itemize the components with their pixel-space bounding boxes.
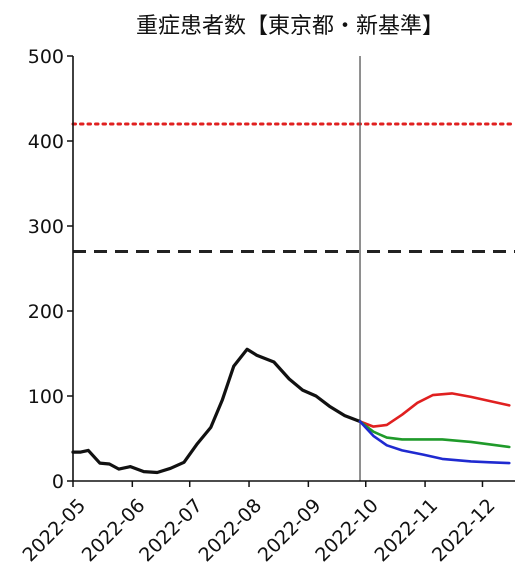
x-tick-label-5: 2022-10 — [311, 495, 383, 567]
y-tick-label-4: 400 — [28, 131, 64, 153]
series-line-1 — [358, 392, 511, 428]
y-tick-label-3: 300 — [28, 216, 64, 238]
series-line-3 — [358, 420, 511, 465]
x-tick-label-7: 2022-12 — [428, 495, 500, 567]
y-tick-label-5: 500 — [28, 46, 64, 68]
series-line-0 — [71, 347, 362, 475]
y-tick-label-2: 200 — [28, 301, 64, 323]
x-tick-label-3: 2022-08 — [194, 495, 266, 567]
plot-area: 01002003004005002022-052022-062022-07202… — [18, 46, 515, 566]
x-tick-label-2: 2022-07 — [135, 495, 207, 567]
y-tick-label-0: 0 — [52, 471, 64, 493]
y-tick-label-1: 100 — [28, 386, 64, 408]
series-line-2 — [358, 420, 511, 449]
chart-title: 重症患者数【東京都・新基準】 — [136, 14, 444, 39]
x-tick-label-0: 2022-05 — [18, 495, 90, 567]
